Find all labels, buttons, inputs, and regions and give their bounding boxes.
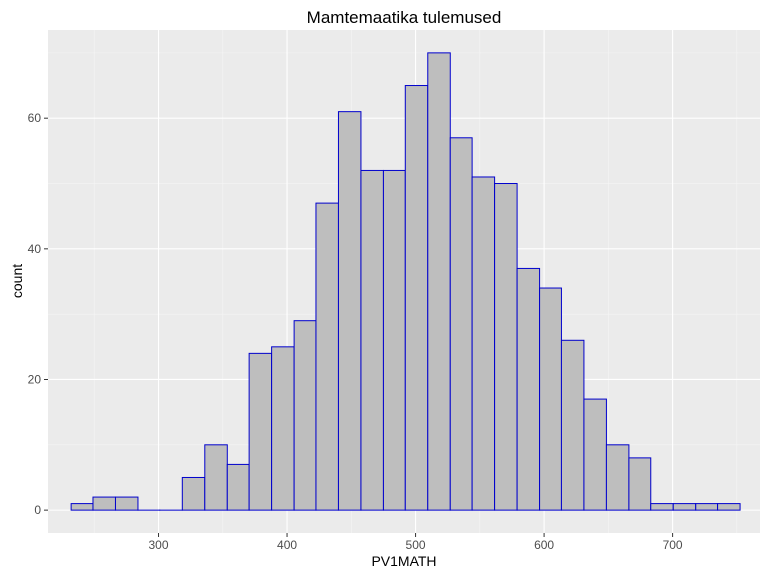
x-axis: 300 400 500 600 700	[149, 533, 683, 552]
histogram-bar	[471, 176, 496, 511]
histogram-bar	[337, 111, 362, 511]
histogram-bar	[427, 52, 451, 511]
x-axis-label: PV1MATH	[371, 553, 436, 569]
histogram-bar	[92, 496, 116, 511]
histogram-bar	[382, 169, 406, 511]
histogram-bar	[494, 183, 518, 511]
histogram-bar	[315, 202, 339, 511]
y-tick-label: 60	[28, 111, 42, 125]
y-tick-label: 20	[28, 372, 42, 386]
histogram-bar	[516, 267, 541, 511]
x-tick-label: 300	[149, 538, 169, 552]
histogram-bar	[672, 503, 697, 511]
histogram-bar	[204, 444, 228, 511]
histogram-bar	[248, 352, 273, 511]
histogram-bar	[717, 503, 741, 511]
histogram-bars	[70, 52, 741, 511]
histogram-bar	[404, 85, 429, 511]
histogram-bar	[449, 137, 473, 511]
histogram-bar	[293, 320, 317, 511]
y-axis-label: count	[9, 264, 25, 298]
histogram-bar	[560, 339, 585, 511]
y-axis: 0 20 40 60	[28, 111, 48, 517]
x-tick-label: 700	[663, 538, 683, 552]
y-tick-label: 0	[34, 503, 41, 517]
x-tick-label: 500	[406, 538, 426, 552]
histogram-bar	[70, 503, 94, 511]
histogram-bar	[114, 496, 139, 511]
histogram-bar	[539, 287, 562, 511]
histogram-bar	[583, 398, 607, 511]
x-tick-label: 400	[277, 538, 297, 552]
histogram-bar	[650, 503, 674, 511]
x-tick-label: 600	[534, 538, 554, 552]
y-tick-label: 40	[28, 242, 42, 256]
histogram-bar	[695, 503, 719, 511]
histogram-bar	[360, 169, 384, 511]
chart-title: Mamtemaatika tulemused	[307, 8, 502, 27]
histogram-bar	[628, 457, 652, 511]
histogram-bar	[226, 463, 250, 511]
histogram-bar	[271, 346, 295, 511]
histogram-bar	[181, 476, 206, 511]
histogram-bar	[605, 444, 630, 511]
